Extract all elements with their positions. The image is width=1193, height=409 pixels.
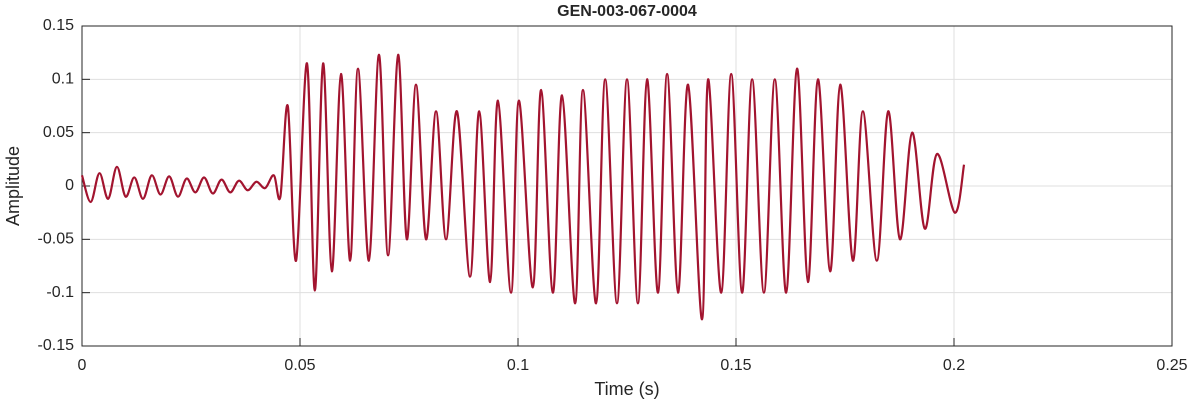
y-tick-label: 0.15 <box>43 17 74 34</box>
y-tick-label: 0.05 <box>43 124 74 141</box>
y-tick-label: 0 <box>65 177 74 194</box>
x-tick-label: 0.25 <box>1156 357 1187 374</box>
x-axis-label: Time (s) <box>594 379 659 399</box>
waveform-line <box>80 53 966 321</box>
x-tick-label: 0.05 <box>284 357 315 374</box>
chart-title: GEN-003-067-0004 <box>557 3 697 20</box>
x-tick-label: 0.1 <box>507 357 529 374</box>
y-axis-label: Amplitude <box>3 146 23 226</box>
x-tick-label: 0 <box>78 357 87 374</box>
y-tick-label: -0.1 <box>46 284 74 301</box>
y-tick-label: 0.1 <box>52 71 74 88</box>
y-tick-label: -0.05 <box>38 231 75 248</box>
y-tick-label: -0.15 <box>38 337 75 354</box>
x-tick-label: 0.2 <box>943 357 965 374</box>
x-tick-label: 0.15 <box>720 357 751 374</box>
plot-frame <box>81 25 1173 347</box>
